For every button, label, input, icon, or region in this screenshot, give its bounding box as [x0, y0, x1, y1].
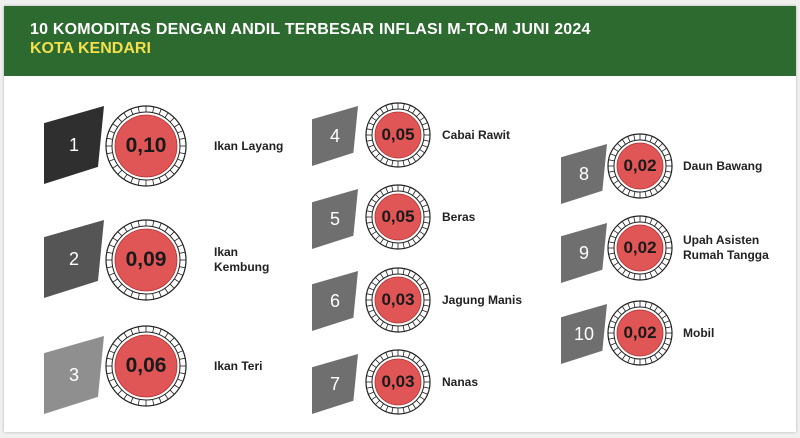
rank-marker-2: 2 — [44, 220, 104, 298]
commodity-label: Upah Asisten Rumah Tangga — [683, 233, 769, 262]
rank-number: 10 — [573, 324, 595, 344]
andil-value: 0,05 — [381, 207, 415, 226]
andil-value: 0,10 — [125, 134, 167, 157]
andil-value: 0,06 — [125, 354, 167, 377]
rank-marker-4: 4 — [312, 106, 358, 166]
value-badge: 0,06 — [105, 325, 187, 407]
rank-number: 1 — [68, 135, 79, 155]
value-badge: 0,02 — [607, 300, 673, 366]
andil-value: 0,02 — [623, 156, 657, 175]
rank-number: 3 — [68, 365, 79, 385]
rank-number: 8 — [578, 164, 589, 184]
commodity-label: Mobil — [683, 325, 715, 340]
commodity-label: Ikan Teri — [214, 358, 263, 373]
rank-number: 7 — [329, 374, 340, 394]
andil-value: 0,02 — [623, 238, 657, 257]
rank-number: 5 — [329, 209, 340, 229]
rank-marker-1: 1 — [44, 106, 104, 184]
commodity-label: Nanas — [442, 374, 479, 389]
rank-marker-8: 8 — [561, 144, 607, 204]
commodity-label: Jagung Manis — [442, 292, 523, 307]
rank-number: 6 — [329, 291, 340, 311]
commodity-label: Ikan Kembung — [214, 245, 270, 274]
value-badge: 0,09 — [105, 219, 187, 301]
andil-value: 0,05 — [381, 125, 415, 144]
value-badge: 0,05 — [365, 184, 431, 250]
rank-marker-6: 6 — [312, 271, 358, 331]
commodity-label: Daun Bawang — [683, 158, 763, 173]
value-badge: 0,10 — [105, 105, 187, 187]
value-badge: 0,02 — [607, 215, 673, 281]
commodity-label: Ikan Layang — [214, 138, 284, 153]
rank-marker-5: 5 — [312, 189, 358, 249]
rank-marker-3: 3 — [44, 336, 104, 414]
rank-number: 9 — [578, 243, 589, 263]
infographic-card: 10 KOMODITAS DENGAN ANDIL TERBESAR INFLA… — [4, 6, 796, 432]
value-badge: 0,02 — [607, 133, 673, 199]
rank-marker-10: 10 — [561, 304, 607, 364]
rank-number: 2 — [68, 249, 79, 269]
value-badge: 0,03 — [365, 349, 431, 415]
commodity-label: Cabai Rawit — [442, 127, 511, 142]
page-subtitle: KOTA KENDARI — [30, 40, 151, 57]
andil-value: 0,03 — [381, 290, 415, 309]
value-badge: 0,03 — [365, 267, 431, 333]
rank-marker-7: 7 — [312, 354, 358, 414]
rank-number: 4 — [329, 126, 340, 146]
andil-value: 0,09 — [125, 248, 167, 271]
header-banner: 10 KOMODITAS DENGAN ANDIL TERBESAR INFLA… — [4, 6, 796, 76]
commodity-label: Beras — [442, 209, 476, 224]
andil-value: 0,02 — [623, 323, 657, 342]
page-title: 10 KOMODITAS DENGAN ANDIL TERBESAR INFLA… — [30, 21, 591, 38]
rank-marker-9: 9 — [561, 223, 607, 283]
andil-value: 0,03 — [381, 372, 415, 391]
value-badge: 0,05 — [365, 102, 431, 168]
